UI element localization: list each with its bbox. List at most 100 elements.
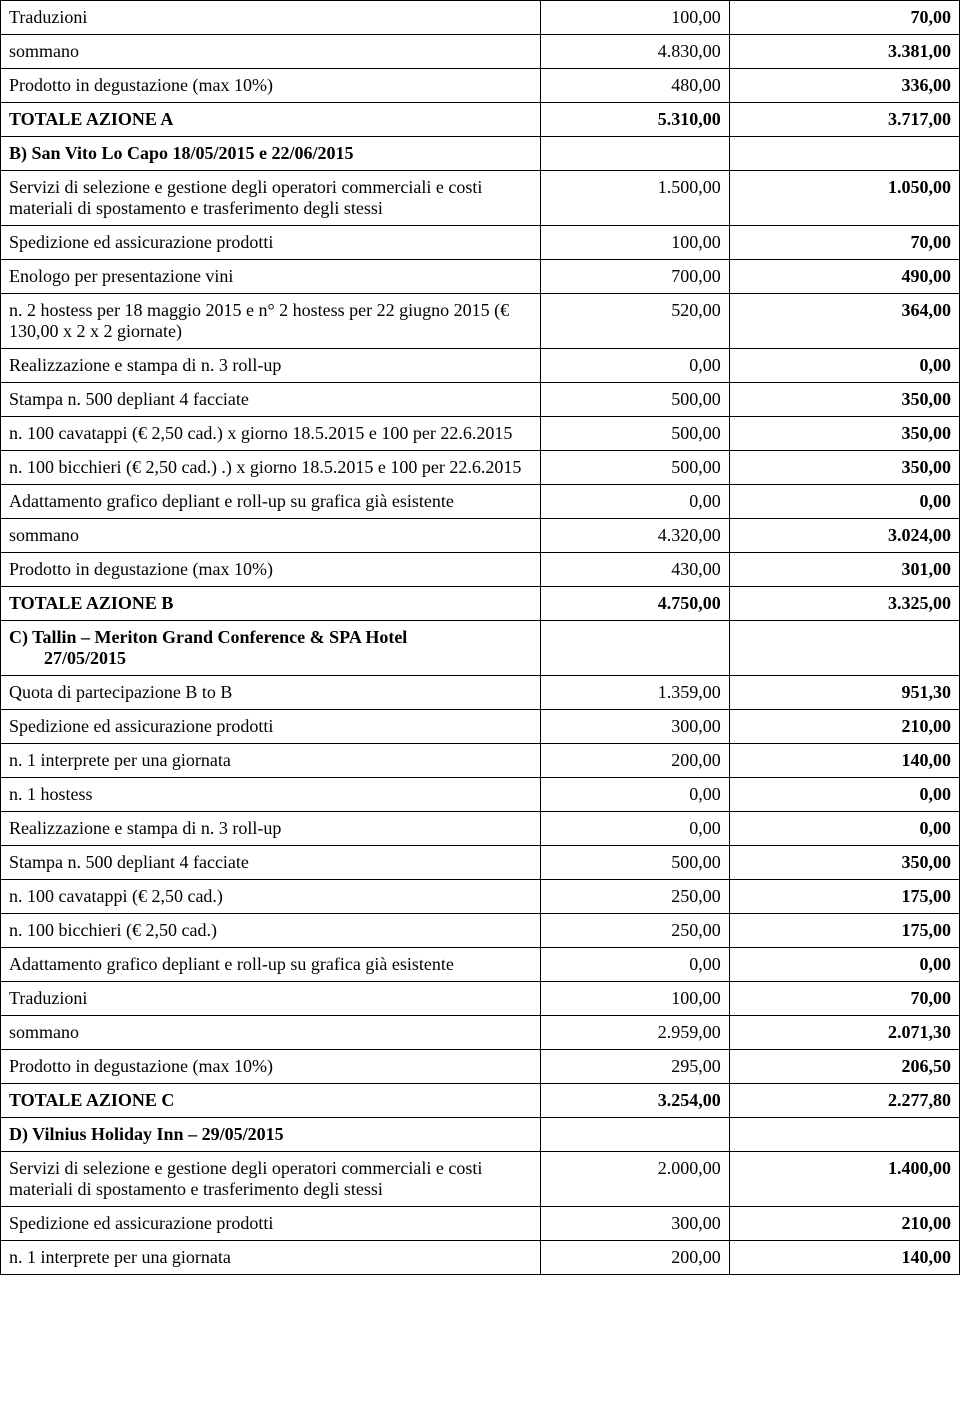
row-description: Realizzazione e stampa di n. 3 roll-up (1, 812, 541, 846)
table-row: n. 1 interprete per una giornata200,0014… (1, 744, 960, 778)
row-value-2: 0,00 (729, 948, 959, 982)
row-value-1: 100,00 (541, 226, 730, 260)
row-value-2: 1.050,00 (729, 171, 959, 226)
row-value-1: 500,00 (541, 417, 730, 451)
row-description: sommano (1, 519, 541, 553)
row-description-line2: 27/05/2015 (9, 648, 532, 669)
row-value-2: 1.400,00 (729, 1152, 959, 1207)
row-value-2: 490,00 (729, 260, 959, 294)
row-value-1: 0,00 (541, 812, 730, 846)
row-description: n. 100 cavatappi (€ 2,50 cad.) (1, 880, 541, 914)
row-value-1: 2.959,00 (541, 1016, 730, 1050)
row-value-2: 350,00 (729, 417, 959, 451)
row-description: n. 100 bicchieri (€ 2,50 cad.) .) x gior… (1, 451, 541, 485)
row-value-1: 520,00 (541, 294, 730, 349)
row-description: Spedizione ed assicurazione prodotti (1, 1207, 541, 1241)
row-value-1: 1.500,00 (541, 171, 730, 226)
table-row: Prodotto in degustazione (max 10%)480,00… (1, 69, 960, 103)
table-row: TOTALE AZIONE C3.254,002.277,80 (1, 1084, 960, 1118)
row-description: n. 1 interprete per una giornata (1, 1241, 541, 1275)
row-description: D) Vilnius Holiday Inn – 29/05/2015 (1, 1118, 541, 1152)
row-value-1 (541, 1118, 730, 1152)
table-row: sommano4.320,003.024,00 (1, 519, 960, 553)
row-value-2: 2.071,30 (729, 1016, 959, 1050)
row-value-1: 2.000,00 (541, 1152, 730, 1207)
table-row: D) Vilnius Holiday Inn – 29/05/2015 (1, 1118, 960, 1152)
table-row: Stampa n. 500 depliant 4 facciate500,003… (1, 846, 960, 880)
row-value-2: 350,00 (729, 846, 959, 880)
row-value-2 (729, 1118, 959, 1152)
table-row: Adattamento grafico depliant e roll-up s… (1, 948, 960, 982)
row-value-1: 3.254,00 (541, 1084, 730, 1118)
row-description: C) Tallin – Meriton Grand Conference & S… (1, 621, 541, 676)
row-value-1: 700,00 (541, 260, 730, 294)
row-description: n. 100 cavatappi (€ 2,50 cad.) x giorno … (1, 417, 541, 451)
row-value-1: 430,00 (541, 553, 730, 587)
row-description: Adattamento grafico depliant e roll-up s… (1, 485, 541, 519)
row-value-2 (729, 137, 959, 171)
row-value-1: 1.359,00 (541, 676, 730, 710)
table-row: n. 100 bicchieri (€ 2,50 cad.) .) x gior… (1, 451, 960, 485)
row-value-2: 0,00 (729, 778, 959, 812)
row-value-1: 500,00 (541, 383, 730, 417)
table-row: Servizi di selezione e gestione degli op… (1, 1152, 960, 1207)
row-description: Servizi di selezione e gestione degli op… (1, 171, 541, 226)
row-value-1: 0,00 (541, 948, 730, 982)
row-value-2: 336,00 (729, 69, 959, 103)
table-row: Prodotto in degustazione (max 10%)430,00… (1, 553, 960, 587)
row-description: Prodotto in degustazione (max 10%) (1, 553, 541, 587)
row-value-1: 250,00 (541, 914, 730, 948)
row-description: Enologo per presentazione vini (1, 260, 541, 294)
table-row: Enologo per presentazione vini700,00490,… (1, 260, 960, 294)
table-row: C) Tallin – Meriton Grand Conference & S… (1, 621, 960, 676)
row-description: Traduzioni (1, 1, 541, 35)
row-description: Quota di partecipazione B to B (1, 676, 541, 710)
table-row: Spedizione ed assicurazione prodotti300,… (1, 1207, 960, 1241)
table-row: Realizzazione e stampa di n. 3 roll-up0,… (1, 812, 960, 846)
table-row: Prodotto in degustazione (max 10%)295,00… (1, 1050, 960, 1084)
row-value-2: 301,00 (729, 553, 959, 587)
row-value-1: 0,00 (541, 485, 730, 519)
row-value-2: 175,00 (729, 914, 959, 948)
row-value-1: 0,00 (541, 778, 730, 812)
row-value-1: 500,00 (541, 451, 730, 485)
row-value-1 (541, 621, 730, 676)
row-value-2 (729, 621, 959, 676)
row-value-1: 480,00 (541, 69, 730, 103)
row-value-1 (541, 137, 730, 171)
row-value-2: 350,00 (729, 383, 959, 417)
row-value-2: 364,00 (729, 294, 959, 349)
row-value-2: 206,50 (729, 1050, 959, 1084)
table-row: Spedizione ed assicurazione prodotti100,… (1, 226, 960, 260)
row-value-1: 100,00 (541, 1, 730, 35)
row-value-1: 250,00 (541, 880, 730, 914)
row-value-1: 0,00 (541, 349, 730, 383)
table-row: Quota di partecipazione B to B1.359,0095… (1, 676, 960, 710)
row-value-1: 295,00 (541, 1050, 730, 1084)
table-row: TOTALE AZIONE B4.750,003.325,00 (1, 587, 960, 621)
table-row: n. 100 cavatappi (€ 2,50 cad.) x giorno … (1, 417, 960, 451)
row-description: Adattamento grafico depliant e roll-up s… (1, 948, 541, 982)
table-row: B) San Vito Lo Capo 18/05/2015 e 22/06/2… (1, 137, 960, 171)
row-description: n. 1 hostess (1, 778, 541, 812)
row-description: Spedizione ed assicurazione prodotti (1, 226, 541, 260)
row-value-1: 4.320,00 (541, 519, 730, 553)
table-row: sommano4.830,003.381,00 (1, 35, 960, 69)
table-row: Realizzazione e stampa di n. 3 roll-up0,… (1, 349, 960, 383)
row-description: Prodotto in degustazione (max 10%) (1, 69, 541, 103)
row-value-1: 300,00 (541, 1207, 730, 1241)
row-value-1: 100,00 (541, 982, 730, 1016)
table-row: Traduzioni100,0070,00 (1, 1, 960, 35)
row-description: Stampa n. 500 depliant 4 facciate (1, 383, 541, 417)
table-row: Servizi di selezione e gestione degli op… (1, 171, 960, 226)
table-row: n. 100 cavatappi (€ 2,50 cad.)250,00175,… (1, 880, 960, 914)
row-value-2: 70,00 (729, 1, 959, 35)
row-value-2: 2.277,80 (729, 1084, 959, 1118)
table-row: Spedizione ed assicurazione prodotti300,… (1, 710, 960, 744)
table-row: Adattamento grafico depliant e roll-up s… (1, 485, 960, 519)
row-description: sommano (1, 35, 541, 69)
row-description: n. 2 hostess per 18 maggio 2015 e n° 2 h… (1, 294, 541, 349)
row-value-2: 0,00 (729, 349, 959, 383)
row-value-1: 200,00 (541, 744, 730, 778)
table-row: n. 100 bicchieri (€ 2,50 cad.)250,00175,… (1, 914, 960, 948)
